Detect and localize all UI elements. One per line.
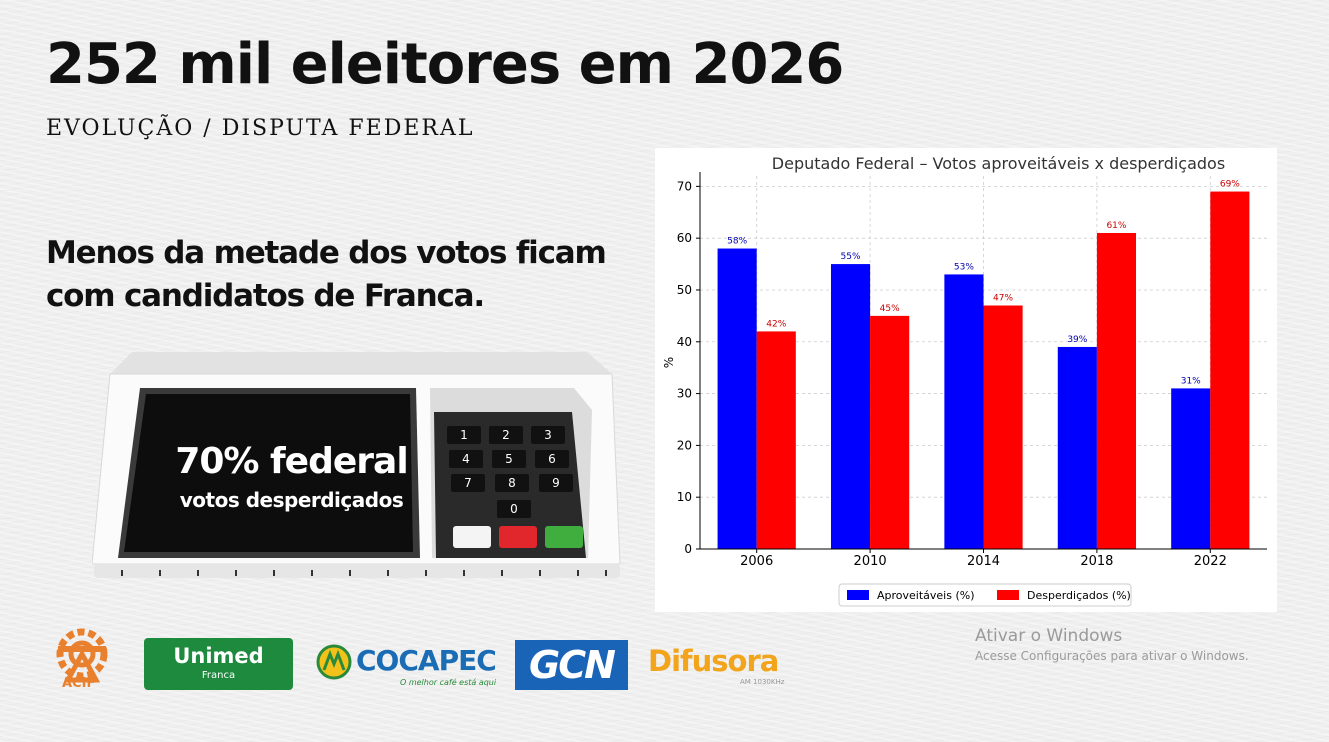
bar-value-label: 42% bbox=[766, 319, 786, 329]
key-corrige bbox=[499, 526, 537, 548]
x-tick-label: 2014 bbox=[967, 554, 1000, 569]
cocapec-emblem-icon bbox=[316, 644, 352, 680]
y-tick-label: 50 bbox=[677, 283, 692, 297]
urna-screen-headline: 70% federal bbox=[175, 441, 408, 482]
windows-activation-watermark: Ativar o Windows Acesse Configurações pa… bbox=[975, 626, 1249, 663]
activation-subtitle: Acesse Configurações para ativar o Windo… bbox=[975, 649, 1249, 663]
key-8: 8 bbox=[495, 474, 529, 492]
gcn-logo: GCN bbox=[515, 640, 628, 690]
bar-desperdicados bbox=[1096, 232, 1137, 549]
page-title: 252 mil eleitores em 2026 bbox=[46, 32, 844, 97]
key-4: 4 bbox=[449, 450, 483, 468]
bar-aproveitaveis bbox=[1057, 346, 1097, 549]
y-tick-label: 70 bbox=[677, 179, 692, 193]
y-tick-label: 30 bbox=[677, 387, 692, 401]
difusora-logo-subtext: AM 1030KHz bbox=[740, 678, 785, 686]
cocapec-slogan: O melhor café está aqui bbox=[400, 678, 497, 687]
unimed-logo-subtext: Franca bbox=[201, 670, 236, 681]
y-tick-label: 20 bbox=[677, 438, 692, 452]
unimed-logo-text: Unimed bbox=[173, 644, 264, 668]
y-tick-label: 10 bbox=[677, 490, 692, 504]
bar-value-label: 61% bbox=[1106, 221, 1126, 231]
legend-box bbox=[838, 583, 1132, 607]
bar-desperdicados bbox=[756, 331, 796, 549]
bar-value-label: 53% bbox=[954, 262, 974, 272]
chart-svg: Deputado Federal – Votos aproveitáveis x… bbox=[662, 154, 1267, 607]
headline: Menos da metade dos votos ficam com cand… bbox=[46, 235, 607, 315]
x-tick-label: 2022 bbox=[1194, 554, 1227, 569]
urna-screen: 70% federal votos desperdiçados bbox=[134, 441, 449, 513]
chart-title: Deputado Federal – Votos aproveitáveis x… bbox=[772, 154, 1225, 173]
bar-aproveitaveis bbox=[717, 248, 757, 549]
bar-chart: Deputado Federal – Votos aproveitáveis x… bbox=[655, 148, 1277, 612]
y-tick-label: 0 bbox=[684, 542, 692, 556]
key-6: 6 bbox=[535, 450, 569, 468]
cocapec-logo-text: COCAPEC bbox=[356, 644, 497, 677]
y-tick-label: 60 bbox=[677, 231, 692, 245]
bar-value-label: 47% bbox=[993, 294, 1013, 304]
key-1: 1 bbox=[447, 426, 481, 444]
acif-logo-text: ACIF bbox=[62, 676, 96, 691]
y-tick-label: 40 bbox=[677, 335, 692, 349]
bar-aproveitaveis bbox=[1171, 388, 1211, 549]
y-axis-label: % bbox=[662, 357, 676, 368]
bar-value-label: 39% bbox=[1067, 335, 1087, 345]
key-7: 7 bbox=[451, 474, 485, 492]
difusora-logo: Difusora bbox=[648, 644, 779, 678]
bar-value-label: 69% bbox=[1220, 180, 1240, 190]
bar-value-label: 45% bbox=[880, 304, 900, 314]
x-tick-label: 2018 bbox=[1080, 554, 1113, 569]
bar-value-label: 58% bbox=[727, 237, 747, 247]
key-branco bbox=[453, 526, 491, 548]
acif-gear-icon bbox=[56, 628, 108, 683]
key-5: 5 bbox=[492, 450, 526, 468]
key-2: 2 bbox=[489, 426, 523, 444]
key-0: 0 bbox=[497, 500, 531, 518]
page-subtitle: EVOLUÇÃO / DISPUTA FEDERAL bbox=[46, 116, 475, 141]
bar-aproveitaveis bbox=[830, 264, 871, 549]
key-confirma bbox=[545, 526, 583, 548]
bar-desperdicados bbox=[1210, 191, 1250, 549]
bar-desperdicados bbox=[983, 305, 1023, 549]
legend-label: Aproveitáveis (%) bbox=[877, 589, 975, 602]
cocapec-logo: COCAPEC O melhor café está aqui bbox=[316, 642, 497, 690]
x-tick-label: 2010 bbox=[854, 554, 887, 569]
bar-value-label: 31% bbox=[1181, 376, 1201, 386]
bar-desperdicados bbox=[870, 315, 910, 549]
urna-keypad: 1 2 3 4 5 6 7 8 9 0 bbox=[439, 418, 589, 556]
x-tick-label: 2006 bbox=[740, 554, 773, 569]
urna-screen-subtext: votos desperdiçados bbox=[179, 488, 404, 512]
key-9: 9 bbox=[539, 474, 573, 492]
sponsor-logos: ACIF Unimed Franca COCAPEC O melhor café… bbox=[0, 620, 820, 700]
key-3: 3 bbox=[531, 426, 565, 444]
bar-value-label: 55% bbox=[841, 252, 861, 262]
unimed-logo: Unimed Franca bbox=[144, 638, 293, 690]
bar-aproveitaveis bbox=[944, 274, 984, 549]
legend-swatch bbox=[847, 590, 869, 600]
activation-title: Ativar o Windows bbox=[975, 626, 1123, 646]
legend-swatch bbox=[997, 590, 1019, 600]
voting-machine-illustration: 70% federal votos desperdiçados 1 2 3 4 … bbox=[92, 352, 622, 582]
voting-machine-body bbox=[92, 352, 621, 578]
legend-label: Desperdiçados (%) bbox=[1027, 589, 1131, 602]
